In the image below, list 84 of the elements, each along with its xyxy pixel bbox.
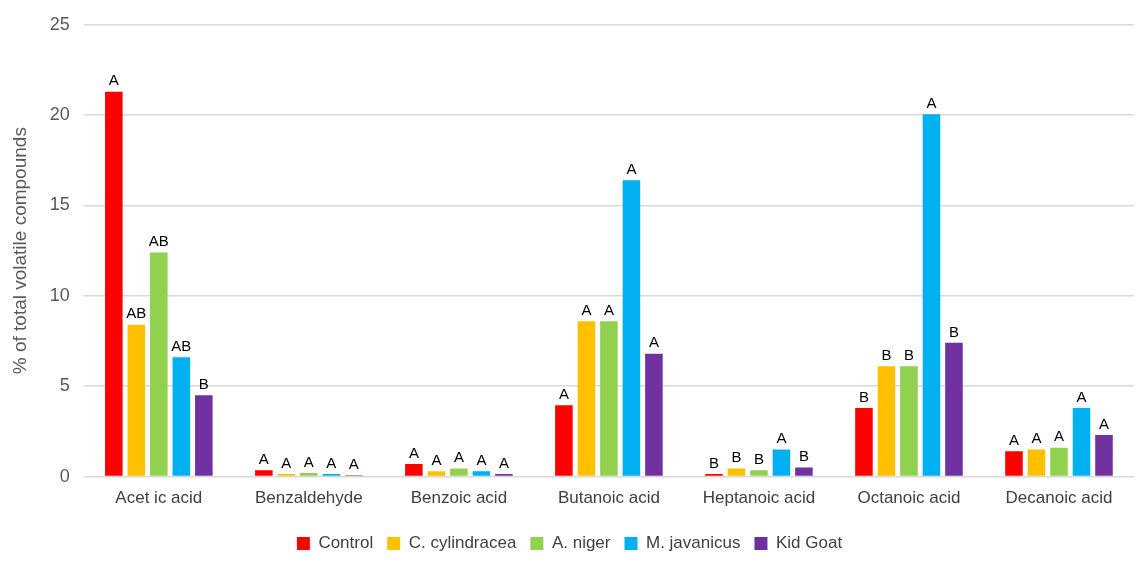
data-label: A (108, 71, 119, 89)
legend-label: Control (318, 533, 374, 553)
data-label: B (858, 387, 869, 405)
x-tick-label: Butanoic acid (557, 488, 660, 508)
data-label: A (558, 384, 569, 402)
data-label: A (431, 450, 442, 468)
data-label: AB (148, 232, 169, 250)
bar (450, 468, 468, 476)
y-tick-label: 0 (59, 465, 70, 486)
data-label: A (1008, 430, 1019, 448)
data-label: A (303, 452, 314, 470)
data-label: A (1076, 387, 1087, 405)
bar (622, 180, 641, 476)
bar (300, 472, 318, 476)
legend-label: Kid Goat (775, 533, 843, 553)
bar (750, 470, 768, 476)
bar (945, 342, 963, 476)
bar (645, 353, 663, 476)
data-label: A (258, 449, 269, 467)
y-axis-title: % of total volatile compounds (8, 127, 30, 375)
data-label: B (731, 448, 742, 466)
bar (195, 395, 213, 476)
data-label: B (948, 322, 959, 340)
data-label: A (453, 448, 464, 466)
y-tick-label: 10 (49, 284, 70, 305)
bar (405, 463, 423, 476)
bar (1095, 435, 1113, 476)
bar (922, 114, 941, 476)
x-tick-label: Decanoic acid (1005, 488, 1113, 508)
bar (1072, 407, 1091, 476)
bar (255, 470, 273, 476)
legend-label: A. niger (551, 533, 611, 553)
x-tick-label: Octanoic acid (857, 488, 961, 508)
bar (1027, 449, 1046, 476)
y-tick-label: 20 (49, 104, 70, 125)
data-label: B (881, 346, 892, 363)
bar (855, 407, 873, 476)
legend-label: C. cylindracea (408, 533, 517, 553)
data-label: A (498, 453, 509, 471)
data-label: A (281, 453, 292, 471)
bar (472, 471, 491, 476)
data-label: A (1098, 414, 1109, 432)
data-label: B (753, 449, 764, 467)
y-tick-label: 5 (59, 375, 70, 396)
data-label: A (603, 300, 614, 318)
data-label: A (476, 450, 487, 468)
data-label: B (198, 374, 209, 392)
bar (105, 91, 123, 476)
data-label: A (581, 300, 592, 318)
y-tick-label: 25 (49, 13, 70, 34)
bar (127, 324, 146, 476)
bar (427, 471, 446, 476)
data-label: B (798, 447, 809, 465)
x-tick-label: Benzaldehyde (254, 488, 363, 508)
data-label: A (776, 429, 787, 447)
data-label: A (348, 454, 359, 472)
x-tick-label: Benzoic acid (410, 488, 508, 508)
data-label: A (648, 333, 659, 351)
x-tick-label: Heptanoic acid (702, 488, 816, 508)
bar (600, 321, 618, 476)
data-label: A (408, 443, 419, 461)
data-label: AB (171, 336, 192, 354)
data-label: A (326, 453, 337, 471)
data-label: A (626, 159, 637, 177)
bar (577, 321, 596, 476)
bar (877, 366, 896, 476)
data-label: A (1031, 429, 1042, 447)
data-label: A (926, 93, 937, 111)
bar (772, 449, 791, 476)
bar (1005, 451, 1023, 476)
data-label: B (708, 453, 719, 471)
bar (1050, 447, 1068, 476)
bar (795, 467, 813, 476)
bar (172, 357, 191, 476)
bar (555, 405, 573, 476)
data-label: B (903, 346, 914, 363)
x-tick-label: Acet ic acid (115, 488, 203, 508)
y-tick-label: 15 (49, 194, 70, 215)
bar (900, 366, 918, 476)
legend-label: M. javanicus (645, 533, 741, 553)
data-label: A (1053, 427, 1064, 445)
bar (150, 252, 168, 476)
bar (727, 468, 746, 476)
data-label: AB (126, 304, 147, 322)
